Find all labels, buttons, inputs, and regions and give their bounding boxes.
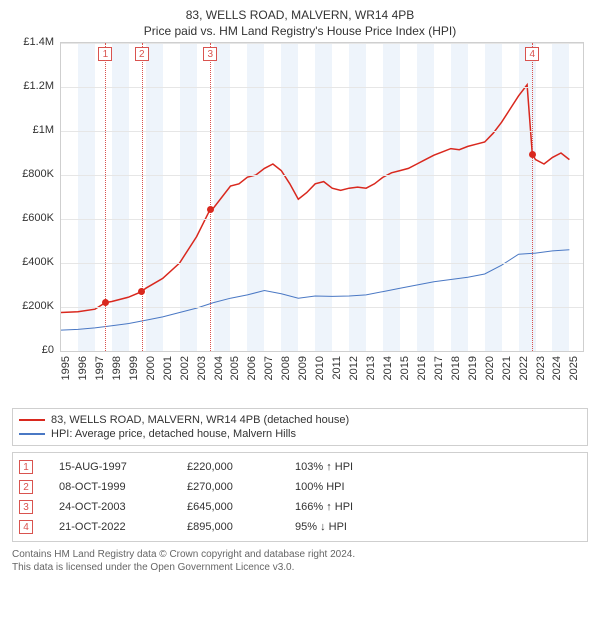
y-tick-label: £800K [22,168,54,180]
x-tick-label: 2020 [484,356,496,380]
x-tick-label: 2006 [246,356,258,380]
x-tick-label: 1997 [94,356,106,380]
chart-title: 83, WELLS ROAD, MALVERN, WR14 4PB [12,8,588,22]
footer: Contains HM Land Registry data © Crown c… [12,548,588,574]
footer-line-1: Contains HM Land Registry data © Crown c… [12,548,588,561]
legend-item: HPI: Average price, detached house, Malv… [19,427,581,441]
x-tick-label: 1996 [77,356,89,380]
y-tick-label: £1M [33,124,54,136]
y-axis-labels: £0£200K£400K£600K£800K£1M£1.2M£1.4M [12,42,58,352]
x-tick-label: 2016 [416,356,428,380]
x-tick-label: 2024 [551,356,563,380]
x-tick-label: 1995 [60,356,72,380]
x-tick-label: 2000 [145,356,157,380]
x-tick-label: 2002 [179,356,191,380]
y-tick-label: £0 [42,344,54,356]
y-tick-label: £1.2M [23,80,54,92]
sale-row: 115-AUG-1997£220,000103% ↑ HPI [19,457,581,477]
chart-area: £0£200K£400K£600K£800K£1M£1.2M£1.4M 1234… [12,42,588,402]
x-tick-label: 2021 [501,356,513,380]
x-tick-label: 2023 [535,356,547,380]
x-tick-label: 2007 [263,356,275,380]
sale-marker: 3 [203,47,217,61]
x-tick-label: 2009 [297,356,309,380]
x-tick-label: 2005 [229,356,241,380]
sales-table: 115-AUG-1997£220,000103% ↑ HPI208-OCT-19… [12,452,588,542]
sale-row: 208-OCT-1999£270,000100% HPI [19,477,581,497]
x-tick-label: 2003 [196,356,208,380]
x-tick-label: 2013 [365,356,377,380]
x-tick-label: 2025 [568,356,580,380]
y-tick-label: £600K [22,212,54,224]
x-tick-label: 2019 [467,356,479,380]
sale-marker: 2 [135,47,149,61]
sale-marker: 4 [525,47,539,61]
x-tick-label: 2022 [518,356,530,380]
x-tick-label: 2011 [331,356,343,380]
chart-subtitle: Price paid vs. HM Land Registry's House … [12,24,588,38]
x-tick-label: 2008 [280,356,292,380]
x-tick-label: 2010 [314,356,326,380]
x-tick-label: 1999 [128,356,140,380]
x-tick-label: 2004 [213,356,225,380]
page: 83, WELLS ROAD, MALVERN, WR14 4PB Price … [0,0,600,620]
x-tick-label: 2018 [450,356,462,380]
x-tick-label: 2001 [162,356,174,380]
x-tick-label: 2015 [399,356,411,380]
x-tick-label: 2017 [433,356,445,380]
legend: 83, WELLS ROAD, MALVERN, WR14 4PB (detac… [12,408,588,446]
x-tick-label: 1998 [111,356,123,380]
y-tick-label: £200K [22,300,54,312]
line-series [61,43,583,351]
sale-marker: 1 [98,47,112,61]
footer-line-2: This data is licensed under the Open Gov… [12,561,588,574]
x-axis-labels: 1995 1996 1997 1998 1999 2000 2001 2002 2003 2004… [60,354,584,402]
y-tick-label: £1.4M [23,36,54,48]
legend-item: 83, WELLS ROAD, MALVERN, WR14 4PB (detac… [19,413,581,427]
sale-row: 324-OCT-2003£645,000166% ↑ HPI [19,497,581,517]
plot-area: 1 2 3 4 [60,42,584,352]
sale-row: 421-OCT-2022£895,00095% ↓ HPI [19,517,581,537]
y-tick-label: £400K [22,256,54,268]
x-tick-label: 2014 [382,356,394,380]
x-tick-label: 2012 [348,356,360,380]
